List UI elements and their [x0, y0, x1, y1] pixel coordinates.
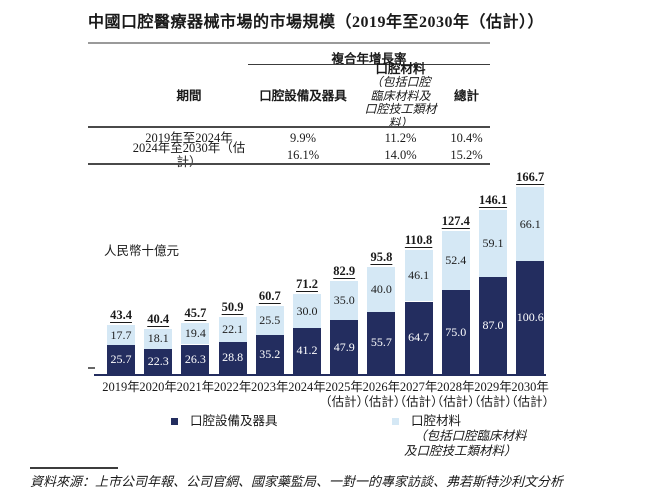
bar-total-label: 71.2 — [296, 277, 318, 292]
table-row: 2019年至2024年 9.9% 11.2% 10.4% — [88, 129, 490, 146]
x-axis-label: 2027年 （估計） — [393, 380, 444, 409]
legend-item-materials: 口腔材料 （包括口腔臨床材料 及口腔技工類材料） — [392, 414, 527, 459]
bar-segment-equipment: 28.8 — [218, 341, 247, 374]
header-materials: 口腔材料 （包括口腔 臨床材料及 口腔技工類材料） — [358, 62, 443, 130]
legend-materials-note-line1: （包括口腔臨床材料 — [414, 429, 527, 443]
cell-equipment-cagr: 9.9% — [289, 130, 317, 145]
bar-segment-equipment: 26.3 — [181, 344, 210, 374]
bar-total-label: 43.4 — [110, 308, 132, 323]
table-rule-top — [88, 42, 490, 44]
bar-total-label: 45.7 — [184, 305, 207, 320]
bar-segment-materials: 30.0 — [293, 294, 321, 328]
bar-segment-materials: 22.1 — [218, 317, 247, 342]
table-rule-bottom — [88, 163, 490, 165]
x-axis-label: 2021年 — [176, 380, 215, 394]
x-axis-label: 2030年 （估計） — [505, 380, 556, 409]
legend-item-equipment: 口腔設備及器具 — [171, 414, 278, 429]
cell-materials-cagr: 11.2% — [384, 130, 417, 145]
source-rule — [30, 467, 118, 469]
page-title: 中國口腔醫療器械市場的市場規模（2019年至2030年（估計）） — [88, 14, 545, 31]
bar-segment-equipment: 35.2 — [255, 334, 284, 374]
header-total: 總計 — [453, 89, 479, 103]
table-rule-group — [248, 64, 490, 65]
bar-total-label: 166.7 — [516, 170, 545, 185]
bar-segment-materials: 46.1 — [404, 249, 433, 302]
header-equipment: 口腔設備及器具 — [259, 89, 347, 103]
header-materials-note-line3: 口腔技工類材料） — [364, 102, 437, 130]
bar-segment-equipment: 75.0 — [441, 290, 470, 374]
x-axis-label: 2024年 — [288, 380, 326, 394]
bar-segment-equipment: 64.7 — [404, 301, 433, 374]
bar-total-label: 110.8 — [404, 232, 433, 247]
header-materials-note-line2: 臨床材料及 — [370, 88, 431, 103]
bar-total-label: 95.8 — [370, 249, 393, 264]
bar-total-label: 146.1 — [478, 193, 508, 208]
bar-segment-equipment: 47.9 — [330, 320, 359, 374]
x-axis-label: 2019年 — [102, 380, 140, 394]
bar-total-label: 82.9 — [333, 264, 356, 279]
bar-segment-materials: 19.4 — [181, 322, 210, 345]
table-header-row: 期間 口腔設備及器具 口腔材料 （包括口腔 臨床材料及 口腔技工類材料） 總計 — [88, 62, 490, 129]
cell-period: 2024年至2030年（估計） — [132, 140, 246, 169]
header-period: 期間 — [176, 89, 202, 103]
cell-equipment-cagr: 16.1% — [286, 147, 320, 162]
bar-segment-equipment: 87.0 — [479, 276, 507, 374]
cagr-group-header: 複合年增長率 — [331, 52, 407, 66]
bar-segment-materials: 59.1 — [479, 210, 507, 277]
legend-swatch-dark-icon — [171, 418, 178, 425]
bar-total-label: 127.4 — [441, 214, 470, 229]
bar-plot: 43.4 17.7 25.7 2019年 40.4 18.1 22.3 2020年 45.7 19… — [88, 162, 588, 432]
cell-period: 2019年至2024年 — [145, 130, 233, 145]
source-text: 資料來源：上市公司年報、公司官網、國家藥監局、一對一的專家訪談、弗若斯特沙利文分… — [30, 474, 564, 489]
bar-segment-equipment: 55.7 — [367, 311, 396, 374]
x-axis-label: 2022年 — [213, 380, 252, 394]
legend-label-equipment: 口腔設備及器具 — [190, 414, 278, 428]
legend-materials-note-line2: 及口腔技工類材料） — [404, 444, 517, 458]
cell-total-cagr: 10.4% — [450, 130, 483, 145]
x-axis-label: 2026年 （估計） — [356, 380, 407, 409]
table-rule-mid — [88, 126, 490, 128]
bar-segment-materials: 40.0 — [367, 266, 396, 312]
bar-segment-equipment: 22.3 — [144, 349, 173, 374]
bar-segment-materials: 52.4 — [441, 231, 470, 290]
y-axis-tick — [88, 367, 95, 369]
table-row: 2024年至2030年（估計） 16.1% 14.0% 15.2% — [88, 141, 490, 169]
legend-label-materials: 口腔材料 （包括口腔臨床材料 及口腔技工類材料） — [404, 414, 527, 459]
x-axis-label: 2023年 — [251, 380, 289, 394]
bar-total-label: 40.4 — [147, 311, 170, 326]
legend-materials-title: 口腔材料 — [411, 414, 462, 428]
bar-segment-equipment: 25.7 — [107, 345, 135, 374]
bar-segment-materials: 66.1 — [516, 187, 545, 262]
legend-swatch-light-icon — [392, 418, 399, 425]
bar-total-label: 50.9 — [221, 300, 244, 314]
x-axis-line — [94, 374, 546, 376]
x-axis-label: 2028年 （估計） — [430, 380, 481, 409]
bar-segment-equipment: 100.6 — [516, 261, 545, 374]
x-axis-label: 2025年 （估計） — [319, 380, 370, 409]
cell-total-cagr: 15.2% — [450, 147, 483, 162]
y-axis-unit-label: 人民幣十億元 — [104, 244, 180, 258]
bar-segment-materials: 17.7 — [107, 325, 135, 346]
bar-segment-materials: 18.1 — [144, 328, 173, 350]
header-materials-title: 口腔材料 — [375, 62, 426, 76]
bar-total-label: 60.7 — [258, 289, 281, 303]
bar-segment-materials: 25.5 — [255, 306, 284, 335]
x-axis-label: 2029年 （估計） — [467, 380, 518, 409]
x-axis-label: 2020年 — [139, 380, 177, 394]
cell-materials-cagr: 14.0% — [384, 147, 417, 162]
header-materials-note-line1: （包括口腔 — [370, 75, 431, 89]
bar-segment-equipment: 41.2 — [293, 327, 321, 374]
bar-segment-materials: 35.0 — [330, 281, 359, 321]
